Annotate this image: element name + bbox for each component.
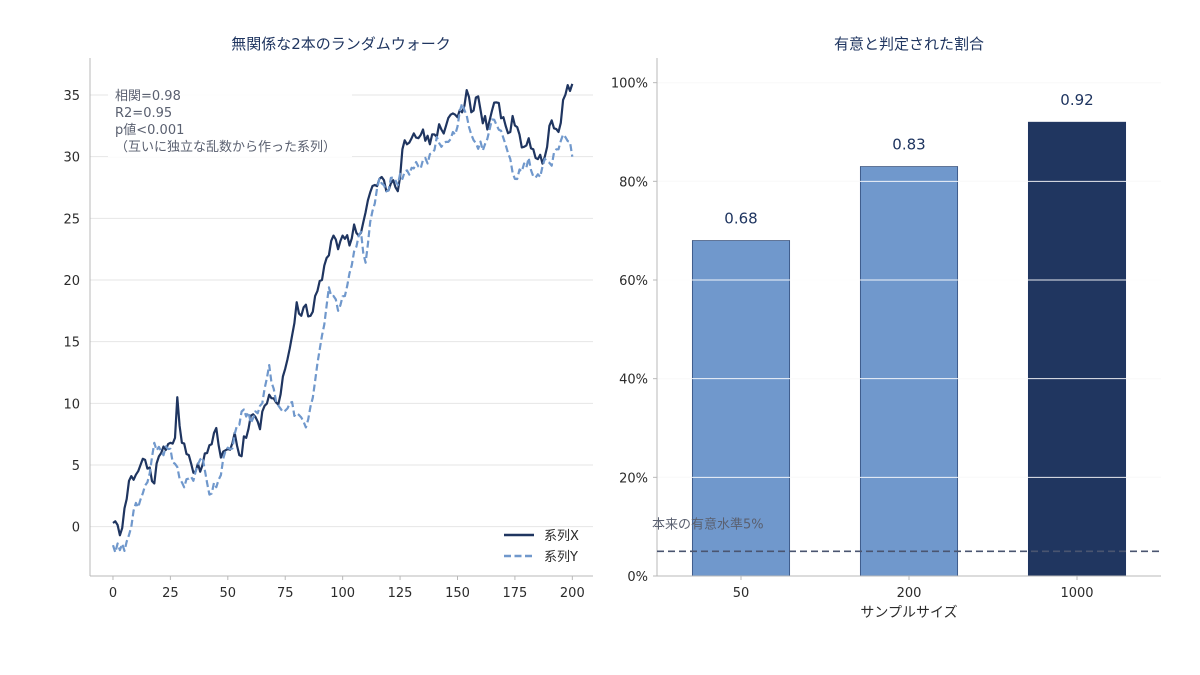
left-tick-labels: 0 5 10 15 20 25 30 35 0 25 50 75 100 125 150 175 200	[63, 89, 584, 601]
significance-bar-chart: 0.68 0.83 0.92 0% 20% 40% 60% 80% 100% 50 200 1000…	[611, 35, 1161, 621]
threshold-group: 本来の有意水準5%	[652, 516, 1161, 553]
right-y-tick-label: 0%	[627, 570, 648, 585]
legend-label: 系列Y	[544, 550, 578, 565]
left-y-tick-label: 15	[63, 336, 80, 351]
left-chart-title: 無関係な2本のランダムウォーク	[231, 35, 451, 53]
left-y-tick-label: 30	[63, 151, 80, 166]
bar-50	[691, 240, 791, 577]
right-x-tick-label: 200	[897, 586, 922, 601]
right-x-tick-label: 1000	[1060, 586, 1093, 601]
right-y-tick-label: 40%	[619, 373, 648, 388]
left-x-tick-label: 0	[109, 586, 117, 601]
left-x-tick-label: 75	[277, 586, 294, 601]
bars-group: 0.68 0.83 0.92	[657, 82, 1161, 577]
legend: 系列X 系列Y	[504, 529, 579, 565]
left-series-group	[111, 83, 574, 554]
right-axes	[653, 58, 1161, 580]
right-y-tick-label: 60%	[619, 274, 648, 289]
left-x-tick-label: 150	[445, 586, 470, 601]
right-y-tick-label: 100%	[611, 77, 648, 92]
bar-value-label: 0.83	[892, 136, 925, 154]
right-chart-title: 有意と判定された割合	[834, 35, 984, 53]
left-y-tick-label: 35	[63, 89, 80, 104]
left-x-tick-label: 50	[220, 586, 237, 601]
left-x-tick-label: 200	[560, 586, 585, 601]
left-y-tick-label: 25	[63, 212, 80, 227]
right-tick-labels: 0% 20% 40% 60% 80% 100% 50 200 1000	[611, 77, 1094, 601]
left-x-tick-label: 175	[502, 586, 527, 601]
annotation-line: R2=0.95	[115, 106, 172, 121]
left-x-tick-label: 125	[388, 586, 413, 601]
bar-value-label: 0.92	[1060, 91, 1093, 109]
bar-value-label: 0.68	[724, 210, 757, 228]
random-walk-chart: 0 5 10 15 20 25 30 35 0 25 50 75 100 125 150 175 200 無関係…	[63, 35, 593, 601]
bar-200	[859, 166, 959, 577]
right-y-tick-label: 80%	[619, 175, 648, 190]
right-x-tick-label: 50	[733, 586, 750, 601]
right-x-axis-label: サンプルサイズ	[860, 605, 957, 621]
legend-label: 系列X	[544, 529, 579, 544]
left-y-tick-label: 10	[63, 397, 80, 412]
series-line-x	[112, 83, 574, 537]
annotation-line: 相関=0.98	[115, 89, 181, 104]
left-y-tick-label: 5	[72, 459, 80, 474]
left-axes	[89, 58, 593, 580]
left-y-tick-label: 20	[63, 274, 80, 289]
left-gridlines	[90, 94, 593, 528]
left-x-tick-label: 100	[330, 586, 355, 601]
left-y-tick-label: 0	[72, 521, 80, 536]
bar-1000	[1027, 121, 1127, 577]
annotation-line: p値<0.001	[115, 122, 184, 138]
right-y-tick-label: 20%	[619, 471, 648, 486]
annotation-line: （互いに独立な乱数から作った系列）	[115, 140, 336, 155]
annotation-background	[108, 83, 352, 157]
series-line-y	[111, 102, 574, 554]
threshold-label: 本来の有意水準5%	[652, 516, 764, 532]
left-x-tick-label: 25	[162, 586, 179, 601]
